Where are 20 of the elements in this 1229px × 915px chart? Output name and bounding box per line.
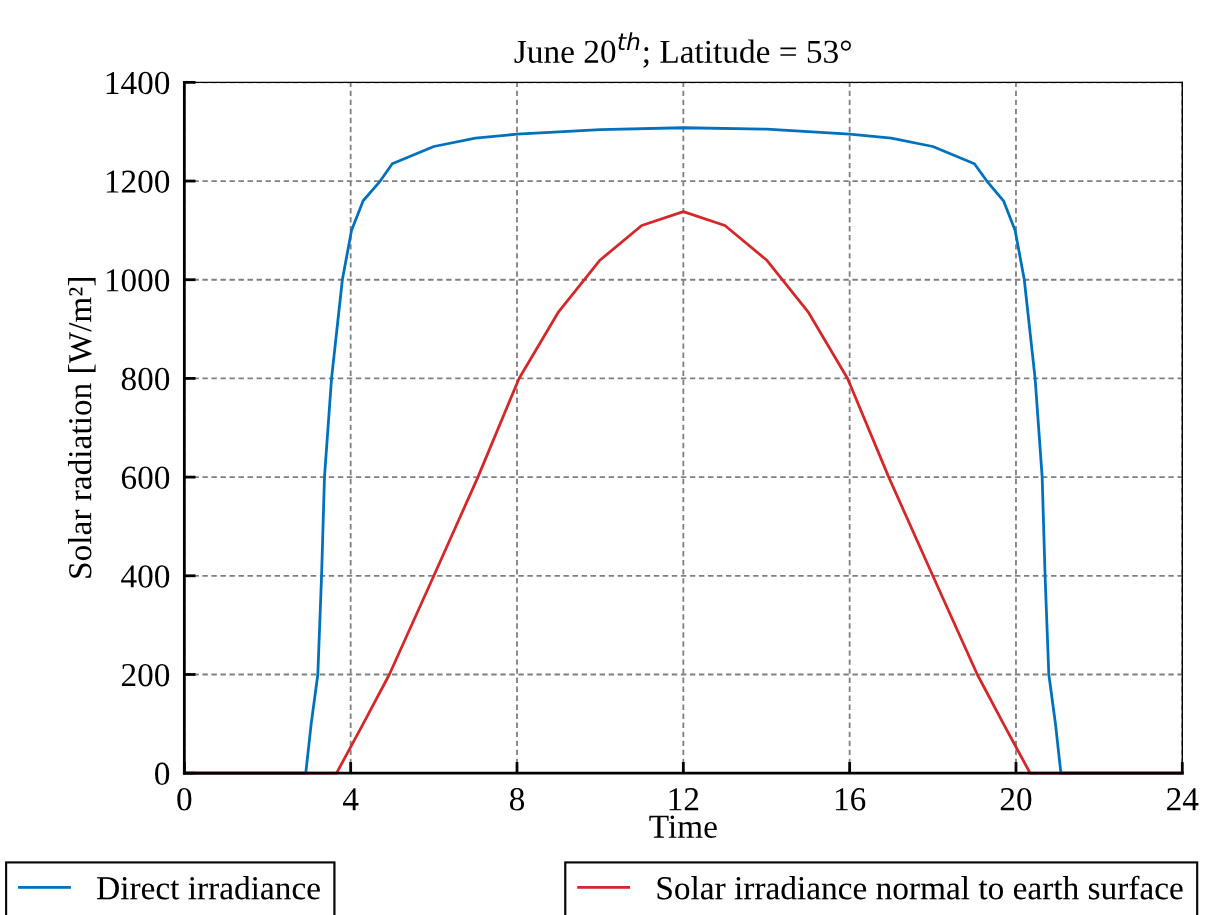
x-tick-label: 24: [1167, 788, 1199, 811]
y-tick-label: 0: [155, 762, 170, 786]
y-tick-label: 1200: [106, 170, 170, 193]
x-tick-label: 8: [509, 788, 525, 811]
x-tick-label: 20: [1000, 788, 1032, 811]
legend-label: Direct irradiance: [97, 876, 320, 900]
y-tick-label: 1400: [106, 71, 170, 95]
chart-title: June 20$^{th}$; Latitude = 53°: [514, 32, 851, 68]
y-tick-label: 600: [121, 466, 170, 489]
x-tick-label: 16: [835, 788, 866, 811]
y-axis-title: Solar radiation [W/m²]: [68, 278, 96, 578]
y-tick-label: 800: [121, 367, 170, 391]
x-axis-title: Time: [649, 815, 717, 838]
legend-label: Solar irradiance normal to earth surface: [657, 875, 1183, 900]
x-tick-label: 0: [177, 788, 192, 811]
y-tick-label: 400: [121, 565, 170, 588]
x-tick-label: 12: [669, 788, 699, 811]
x-tick-label: 4: [342, 788, 359, 811]
y-tick-label: 1000: [106, 269, 170, 292]
y-tick-label: 200: [121, 663, 170, 687]
